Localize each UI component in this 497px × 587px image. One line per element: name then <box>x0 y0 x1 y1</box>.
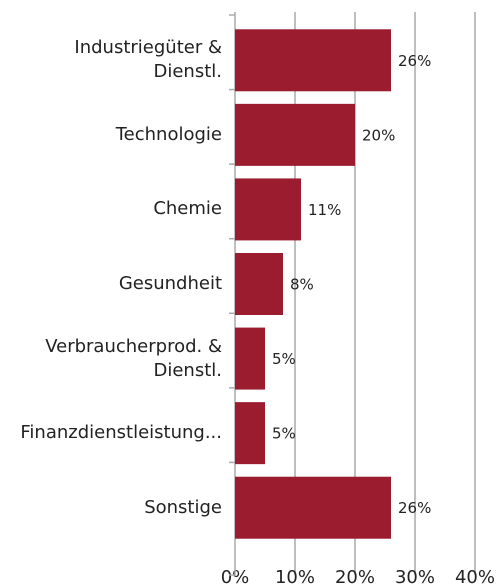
value-label: 11% <box>308 201 341 219</box>
x-tick-label: 10% <box>275 567 315 587</box>
value-label: 5% <box>272 425 296 443</box>
category-label: Industriegüter & Dienstl. <box>74 37 222 83</box>
category-label: Chemie <box>153 198 222 220</box>
category-label: Technologie <box>115 123 222 145</box>
category-label: Verbraucherprod. & Dienstl. <box>45 335 222 381</box>
bar <box>235 402 265 465</box>
bar <box>235 327 265 390</box>
bar <box>235 29 391 92</box>
value-label: 5% <box>272 350 296 368</box>
category-label: Finanzdienstleistung... <box>20 422 222 444</box>
bar <box>235 178 301 241</box>
bar <box>235 103 355 166</box>
value-label: 20% <box>362 126 395 144</box>
bar <box>235 253 283 315</box>
x-tick-label: 0% <box>221 567 250 587</box>
category-label: Sonstige <box>144 496 222 518</box>
x-tick-label: 30% <box>395 567 435 587</box>
x-tick-label: 40% <box>455 567 495 587</box>
x-tick-label: 20% <box>335 567 375 587</box>
value-label: 8% <box>290 276 314 294</box>
value-label: 26% <box>398 499 431 517</box>
category-label: Gesundheit <box>118 273 222 294</box>
bar <box>235 476 391 539</box>
value-label: 26% <box>398 52 431 70</box>
